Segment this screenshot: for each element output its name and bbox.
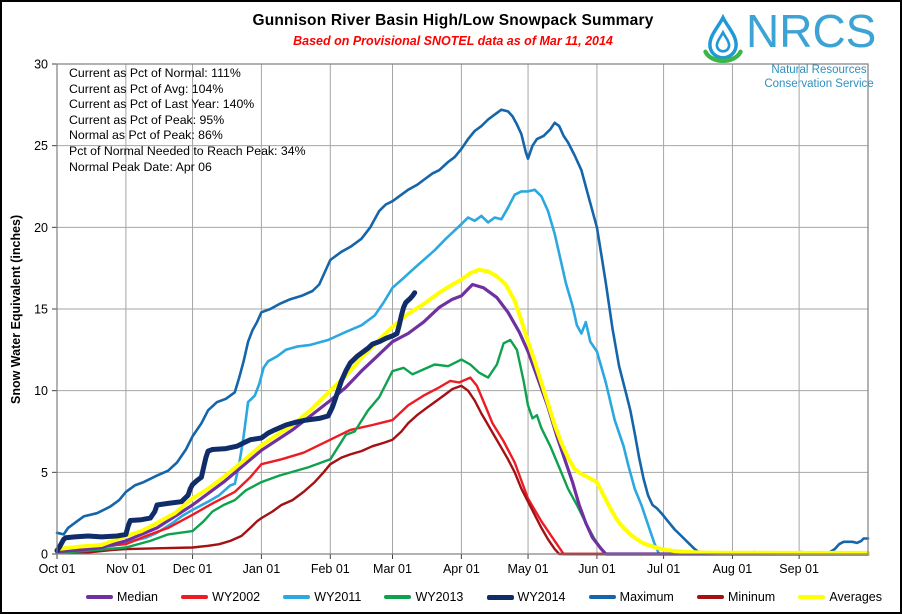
x-tick-label-10: Aug 01 [713,562,753,576]
stats-annotation-line-2: Current as Pct of Last Year: 140% [69,97,255,112]
legend-swatch-wy2014 [486,594,514,600]
stats-annotation-line-0: Current as Pct of Normal: 111% [69,66,241,80]
chart-title: Gunnison River Basin High/Low Snowpack S… [252,12,654,29]
legend-swatch-wy2002 [181,595,209,599]
legend-item-wy2014: WY2014 [486,590,566,604]
y-axis-title: Snow Water Equivalent (inches) [9,214,23,404]
stats-annotation-line-6: Normal Peak Date: Apr 06 [69,159,212,174]
legend-label-wy2013: WY2013 [415,590,464,604]
plot-border [56,63,869,555]
x-tick-label-4: Feb 01 [311,562,350,576]
series-line-wy2013 [55,338,870,556]
x-tick-label-3: Jan 01 [243,562,281,576]
legend-swatch-wy2013 [384,595,412,599]
stats-annotation-line-4: Normal as Pct of Peak: 86% [69,128,223,143]
legend-label-median: Median [117,590,158,604]
chart-legend: Median WY2002 WY2011 WY2013 WY2014 Maximum Min… [2,585,900,609]
y-tick-label-4: 20 [34,221,48,235]
y-tick-label-5: 25 [34,139,48,153]
series-line-maximum [55,108,870,556]
legend-label-averages: Averages [829,590,882,604]
nrcs-caption-line1: Natural Resources [771,64,867,76]
series-line-median [55,282,870,556]
nrcs-caption-line2: Conservation Service [764,78,874,90]
x-tick-label-11: Sep 01 [779,562,819,576]
legend-item-mininum: Mininum [696,590,776,604]
legend-swatch-wy2011 [283,595,311,599]
series-line-wy2014 [54,290,418,554]
series-line-mininum [55,384,870,556]
legend-label-mininum: Mininum [727,590,776,604]
stats-annotation-line-1: Current as Pct of Avg: 104% [69,81,224,96]
legend-label-wy2011: WY2011 [314,590,362,604]
legend-swatch-mininum [696,595,724,599]
y-tick-label-6: 30 [34,58,48,72]
nrcs-logo: NRCS Natural Resources Conservation Serv… [702,5,892,100]
water-drop-icon [703,14,743,63]
x-tick-label-6: Apr 01 [443,562,480,576]
series-line-averages [55,267,870,555]
legend-swatch-averages [798,595,826,599]
legend-item-maximum: Maximum [588,590,674,604]
x-tick-label-1: Nov 01 [106,562,146,576]
legend-item-median: Median [86,590,158,604]
y-tick-label-1: 5 [41,466,48,480]
nrcs-logo-text: NRCS [746,5,877,57]
legend-swatch-maximum [588,595,616,599]
legend-item-wy2013: WY2013 [384,590,463,604]
legend-item-wy2002: WY2002 [181,590,260,604]
legend-item-wy2011: WY2011 [283,590,361,604]
x-tick-label-8: Jun 01 [578,562,616,576]
y-tick-label-2: 10 [34,384,48,398]
series-line-wy2002 [55,376,870,556]
x-tick-label-5: Mar 01 [373,562,412,576]
stats-annotation-line-3: Current as Pct of Peak: 95% [69,112,225,127]
legend-item-averages: Averages [798,590,882,604]
snowpack-chart-plot: Oct 01 Nov 01 Dec 01 Jan 01 Feb 01 Mar 01 Apr … [34,58,870,576]
stats-annotation-line-5: Pct of Normal Needed to Reach Peak: 34% [69,143,306,158]
x-tick-label-0: Oct 01 [39,562,76,576]
legend-label-wy2002: WY2002 [212,590,261,604]
x-tick-label-9: Jul 01 [647,562,680,576]
series-line-wy2011 [55,188,870,556]
y-tick-label-3: 15 [34,303,48,317]
y-tick-label-0: 0 [41,548,48,562]
chart-subtitle: Based on Provisional SNOTEL data as of M… [293,34,613,48]
legend-label-wy2014: WY2014 [517,590,566,604]
x-tick-label-7: May 01 [508,562,549,576]
x-tick-label-2: Dec 01 [173,562,213,576]
legend-swatch-median [86,595,113,599]
stats-annotation: Current as Pct of Normal: 111% Current as… [69,66,306,175]
legend-label-maximum: Maximum [619,590,674,604]
